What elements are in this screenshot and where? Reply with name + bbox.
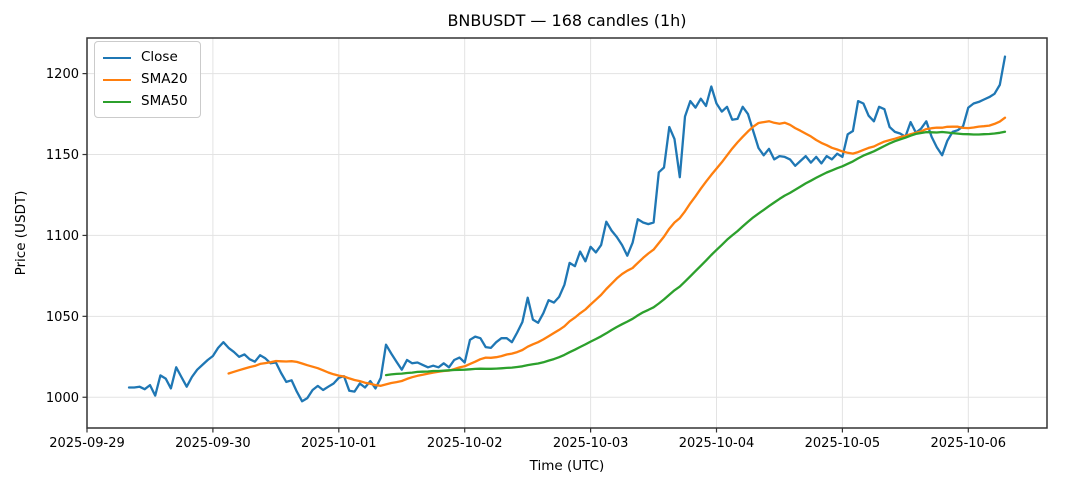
x-tick-label: 2025-10-01 xyxy=(301,436,377,451)
legend-item-close: Close xyxy=(103,50,188,65)
legend-label-sma20: SMA20 xyxy=(141,71,188,87)
sma50-line xyxy=(384,130,1007,377)
legend: Close SMA20 SMA50 xyxy=(94,41,201,118)
chart-title: BNBUSDT — 168 candles (1h) xyxy=(447,11,687,30)
y-tick-label: 1100 xyxy=(46,229,79,244)
axes-spines xyxy=(86,37,1048,429)
y-tick-label: 1050 xyxy=(46,310,79,325)
legend-item-sma50: SMA50 xyxy=(103,94,188,109)
legend-item-sma20: SMA20 xyxy=(103,72,188,87)
legend-label-sma50: SMA50 xyxy=(141,93,188,109)
sma50-line-swatch xyxy=(103,100,131,103)
sma20-line-swatch xyxy=(103,78,131,81)
y-tick-label: 1200 xyxy=(46,67,79,82)
x-tick-label: 2025-10-02 xyxy=(427,436,503,451)
x-tick-label: 2025-10-06 xyxy=(931,436,1007,451)
y-tick-label: 1150 xyxy=(46,148,79,163)
x-tick-label: 2025-09-29 xyxy=(49,436,125,451)
y-axis-label: Price (USDT) xyxy=(13,190,29,276)
x-tick-label: 2025-09-30 xyxy=(175,436,251,451)
sma20-line xyxy=(227,116,1007,387)
close-line-swatch xyxy=(103,56,131,59)
x-tick-label: 2025-10-03 xyxy=(553,436,629,451)
close-line xyxy=(127,55,1007,403)
x-axis-label: Time (UTC) xyxy=(529,458,605,474)
y-tick-label: 1000 xyxy=(46,391,79,406)
x-tick-label: 2025-10-05 xyxy=(805,436,881,451)
x-tick-label: 2025-10-04 xyxy=(679,436,755,451)
legend-label-close: Close xyxy=(141,49,178,65)
